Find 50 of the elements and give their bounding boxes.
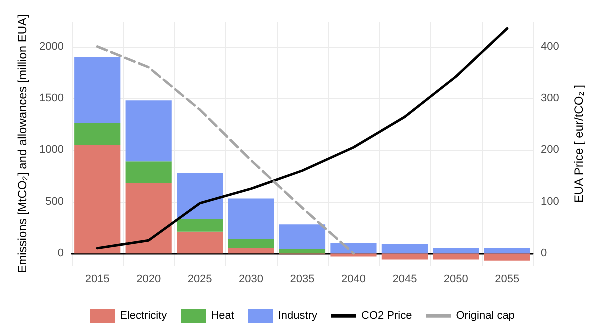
bar xyxy=(74,57,121,124)
bar xyxy=(433,248,480,254)
legend-label: Electricity xyxy=(120,310,168,322)
y2-tick-label: 200 xyxy=(541,144,560,156)
x-tick-label: 2055 xyxy=(495,274,520,286)
y-axis-title: Emissions [MtCO₂] and allowances [million EUA] xyxy=(16,14,30,274)
bar xyxy=(228,198,274,240)
y-tick-label: 2000 xyxy=(40,40,64,53)
y2-tick-label: 0 xyxy=(541,248,548,260)
line-series xyxy=(96,27,509,250)
x-tick-label: 2015 xyxy=(85,274,110,286)
y-tick-label: 1000 xyxy=(40,144,64,156)
bar xyxy=(484,254,530,261)
bar xyxy=(382,244,428,254)
bar xyxy=(126,100,172,162)
legend-label: Industry xyxy=(278,310,318,322)
y-tick-label: 1500 xyxy=(40,92,64,105)
bar xyxy=(330,243,377,254)
bar xyxy=(228,239,274,248)
bar xyxy=(228,248,274,254)
bar xyxy=(330,254,377,257)
bar xyxy=(279,249,326,254)
y2-tick-label: 100 xyxy=(541,196,560,208)
x-tick-label: 2030 xyxy=(239,274,264,286)
x-tick-label: 2020 xyxy=(136,274,162,286)
bar xyxy=(74,123,121,146)
x-tick-label: 2045 xyxy=(392,274,418,286)
legend-label: Original cap xyxy=(456,310,515,322)
line-series xyxy=(96,46,355,255)
bar xyxy=(177,219,224,232)
y2-tick-label: 400 xyxy=(541,40,560,53)
bar xyxy=(279,224,326,250)
bar xyxy=(177,232,224,254)
legend-label: CO2 Price xyxy=(361,310,412,322)
x-tick-label: 2040 xyxy=(341,274,366,286)
x-tick-label: 2050 xyxy=(444,274,468,286)
x-tick-label: 2035 xyxy=(290,274,315,286)
bar xyxy=(126,162,172,184)
bar xyxy=(126,183,172,254)
y-tick-label: 0 xyxy=(58,248,64,260)
x-tick-label: 2025 xyxy=(188,274,212,286)
y2-tick-label: 300 xyxy=(541,92,560,105)
bar xyxy=(382,254,428,260)
legend-label: Heat xyxy=(211,310,234,322)
bar xyxy=(484,248,530,254)
y-tick-label: 500 xyxy=(46,196,64,208)
bar xyxy=(177,172,224,220)
bar xyxy=(433,254,480,260)
bar xyxy=(74,145,121,254)
y2-axis-title: EUA Price [ eur/tCO₂ ] xyxy=(572,84,586,204)
